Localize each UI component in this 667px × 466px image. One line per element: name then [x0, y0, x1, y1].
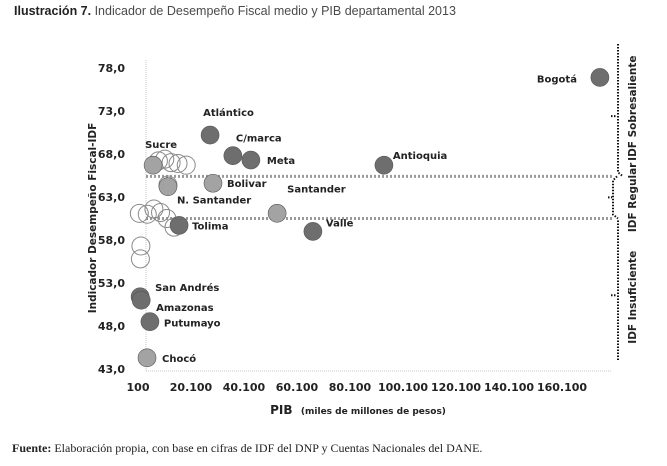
- source-text: Elaboración propia, con base en cifras d…: [51, 441, 483, 455]
- x-axis-title: PIB (miles de millones de pesos): [270, 401, 446, 418]
- point-label: Bolivar: [227, 179, 267, 190]
- hollow-data-point: [137, 204, 157, 224]
- point-label: C/marca: [236, 134, 282, 145]
- data-point-valle: [303, 222, 323, 241]
- figure-number: Ilustración 7.: [14, 4, 92, 18]
- figure-title: Ilustración 7. Indicador de Desempeño Fi…: [14, 4, 456, 18]
- band-label: IDF Regular: [627, 162, 639, 232]
- x-tick-label: 40.100: [223, 381, 266, 394]
- hollow-data-point: [129, 203, 149, 223]
- x-tick-label: 100: [127, 381, 150, 394]
- bracket-sobresaliente: [617, 44, 624, 178]
- point-label: Atlántico: [203, 107, 254, 119]
- x-axis-title-unit: (miles de millones de pesos): [301, 407, 446, 417]
- y-tick-label: 63,0: [98, 191, 125, 204]
- point-label: Putumayo: [164, 319, 221, 330]
- y-tick-label: 53,0: [98, 277, 125, 290]
- point-label: Sucre: [145, 140, 177, 151]
- data-point-bogot-: [590, 68, 610, 87]
- data-point-choc-: [137, 348, 157, 368]
- data-point-amazonas: [131, 290, 151, 310]
- x-axis-title-main: PIB: [270, 403, 292, 417]
- y-tick-label: 73,0: [98, 105, 125, 118]
- hollow-data-point: [151, 202, 171, 222]
- point-label: N. Santander: [177, 196, 251, 207]
- x-tick-label: 20.100: [170, 381, 213, 394]
- x-tick-label: 140.100: [484, 381, 534, 394]
- data-point-santander: [267, 204, 287, 223]
- figure-source: Fuente: Elaboración propia, con base en …: [12, 441, 482, 456]
- data-point-meta: [241, 150, 261, 170]
- x-tick-label: 100.100: [378, 381, 428, 394]
- point-label: Valle: [326, 218, 354, 229]
- band-label: IDF Sobresaliente: [627, 56, 639, 161]
- point-label: Bogotá: [537, 73, 577, 85]
- y-axis-title: Indicador Desempeño Fiscal-IDF: [87, 123, 99, 314]
- data-point-bolivar: [203, 173, 223, 193]
- data-point-atl-ntico: [200, 125, 220, 145]
- hollow-data-point: [130, 249, 150, 269]
- y-tick-label: 78,0: [98, 62, 125, 75]
- highlighted-points-layer: [130, 68, 610, 368]
- point-label: Santander: [287, 184, 346, 195]
- x-tick-label: 60.100: [276, 381, 319, 394]
- hollow-points-layer: [129, 149, 196, 269]
- bracket-regular: [612, 175, 619, 220]
- axes-layer: 43,0 48,0 53,0 58,0 63,0 68,0 73,0 78,0 100 20.10…: [98, 60, 612, 394]
- hollow-data-point: [131, 236, 151, 256]
- hollow-data-point: [176, 155, 196, 175]
- y-tick-label: 43,0: [98, 363, 125, 376]
- point-label: Chocó: [162, 353, 196, 365]
- hollow-data-point: [168, 153, 188, 173]
- x-tick-label: 120.100: [431, 381, 481, 394]
- data-point-c-marca: [223, 146, 243, 166]
- data-point-n-santander: [158, 177, 178, 196]
- point-label: San Andrés: [155, 282, 219, 294]
- x-tick-label: 80.100: [329, 381, 372, 394]
- point-label: Antioquia: [393, 151, 447, 162]
- point-labels-layer: Bogotá Atlántico C/marca Meta Antioquia Boliv…: [145, 73, 577, 364]
- data-point-putumayo: [140, 312, 160, 332]
- data-point-sucre: [143, 155, 163, 175]
- source-label: Fuente:: [12, 441, 52, 455]
- figure-title-text: Indicador de Desempeño Fiscal medio y PI…: [91, 4, 456, 18]
- point-label: Meta: [267, 156, 295, 167]
- data-point-antioquia: [374, 155, 394, 175]
- point-label: Amazonas: [156, 303, 213, 314]
- point-label: Tolima: [192, 221, 228, 232]
- data-point-tolima: [169, 216, 189, 235]
- x-tick-label: 160.100: [537, 381, 587, 394]
- band-label: IDF Insuficiente: [627, 251, 639, 344]
- y-tick-label: 68,0: [98, 148, 125, 161]
- y-tick-label: 48,0: [98, 320, 125, 333]
- y-tick-label: 58,0: [98, 234, 125, 247]
- hollow-data-point: [161, 153, 181, 173]
- threshold-layer: [146, 174, 612, 220]
